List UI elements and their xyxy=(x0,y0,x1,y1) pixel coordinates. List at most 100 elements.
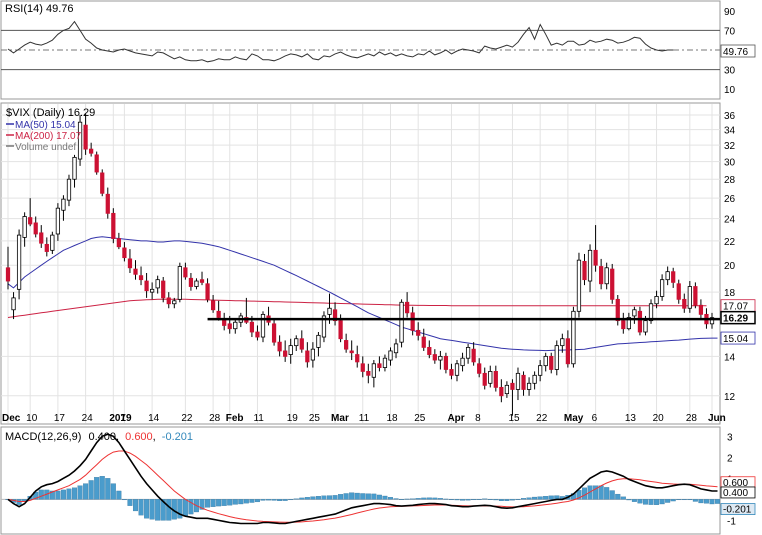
candle-body-up xyxy=(61,198,66,211)
macd-histogram-bar xyxy=(60,489,66,500)
macd-histogram-bar xyxy=(177,499,183,519)
macd-label-macd: 0.400 xyxy=(88,431,116,443)
candle xyxy=(438,350,443,370)
macd-value-tag: 0.400 xyxy=(720,486,756,499)
candle xyxy=(682,293,687,313)
macd-histogram-bar xyxy=(698,499,704,504)
date-tick-label: 22 xyxy=(181,413,193,424)
macd-histogram-bar xyxy=(476,499,482,500)
candle-body-up xyxy=(16,234,22,290)
candle-body-up xyxy=(665,271,670,281)
candle xyxy=(593,225,598,272)
macd-histogram-bar xyxy=(354,492,360,500)
candle xyxy=(549,352,554,374)
macd-histogram-bar xyxy=(626,499,632,501)
price-tick-label: 12 xyxy=(724,392,736,403)
macd-histogram-bar xyxy=(670,499,676,502)
candle-body-down xyxy=(183,267,188,278)
candle-body-up xyxy=(526,382,532,390)
macd-histogram-bar xyxy=(360,493,366,500)
candle-body-down xyxy=(432,354,437,361)
candle-body-up xyxy=(532,374,537,384)
price-tick-label: 24 xyxy=(724,215,736,226)
macd-histogram-bar xyxy=(604,487,610,500)
candle xyxy=(288,338,293,364)
macd-histogram-bar xyxy=(155,499,161,521)
candle xyxy=(671,267,676,288)
macd-histogram-bar xyxy=(166,499,172,521)
candle xyxy=(604,262,609,290)
macd-histogram-bar xyxy=(94,477,100,500)
date-tick-label: 11 xyxy=(359,413,370,424)
candle-body-up xyxy=(626,317,631,330)
candle-body-up xyxy=(294,338,299,347)
macd-histogram xyxy=(5,476,721,521)
candle-body-up xyxy=(571,310,576,365)
candle xyxy=(388,347,393,366)
candle xyxy=(50,231,55,254)
candle xyxy=(355,345,360,368)
date-tick-label: May xyxy=(564,413,584,424)
candle-body-down xyxy=(94,154,99,173)
candle-body-up xyxy=(632,309,637,317)
candle xyxy=(61,195,66,221)
date-tick-label: 11 xyxy=(253,413,264,424)
candle xyxy=(488,365,493,388)
candle xyxy=(576,252,582,318)
candle xyxy=(316,332,321,357)
candle-body-down xyxy=(199,279,205,283)
macd-histogram-bar xyxy=(49,490,55,500)
candle xyxy=(404,292,410,318)
macd-histogram-bar xyxy=(310,496,316,500)
candle-body-down xyxy=(421,336,426,348)
ma50-line xyxy=(7,236,718,352)
svg-text:16.29: 16.29 xyxy=(723,314,748,325)
candle xyxy=(698,299,704,320)
macd-histogram-bar xyxy=(332,495,338,500)
candle-body-down xyxy=(332,309,338,322)
date-tick-label: 2019 xyxy=(109,413,132,424)
candle-body-up xyxy=(22,216,27,238)
candle xyxy=(188,272,194,291)
candle-body-up xyxy=(709,317,715,325)
date-tick-label: 22 xyxy=(536,413,548,424)
candle xyxy=(133,260,138,280)
macd-tick-label: 3 xyxy=(727,432,733,443)
candle xyxy=(155,275,160,294)
candle xyxy=(305,342,310,368)
candle-body-down xyxy=(277,341,282,352)
macd-histogram-bar xyxy=(132,499,139,512)
macd-histogram-bar xyxy=(543,496,549,500)
macd-histogram-bar xyxy=(581,487,588,500)
price-tick-label: 32 xyxy=(724,141,736,152)
candle-body-up xyxy=(687,286,692,309)
candle xyxy=(654,290,659,309)
candle xyxy=(366,363,371,384)
macd-histogram-bar xyxy=(338,494,344,500)
macd-histogram-bar xyxy=(304,497,310,500)
candle-body-up xyxy=(177,266,182,300)
candle-body-down xyxy=(166,297,171,305)
candle-body-down xyxy=(471,348,476,363)
macd-histogram-bar xyxy=(382,495,388,500)
candle-body-down xyxy=(593,249,598,266)
macd-histogram-bar xyxy=(77,485,83,500)
candle-body-up xyxy=(654,296,659,305)
candle-body-up xyxy=(587,249,593,282)
candle-body-up xyxy=(50,234,55,251)
candle xyxy=(299,330,304,353)
candle xyxy=(637,306,643,336)
macd-histogram-bar xyxy=(448,499,454,501)
macd-histogram-bar xyxy=(260,499,266,501)
candle xyxy=(199,271,205,286)
candle-body-down xyxy=(28,217,33,225)
candle-body-down xyxy=(427,347,432,355)
candle xyxy=(515,367,521,401)
candle xyxy=(39,225,44,248)
ma50-value-tag: 15.04 xyxy=(720,331,756,345)
candle xyxy=(144,272,149,298)
macd-histogram-bar xyxy=(299,497,305,500)
candle-body-up xyxy=(643,320,648,333)
candle-body-up xyxy=(321,315,327,338)
